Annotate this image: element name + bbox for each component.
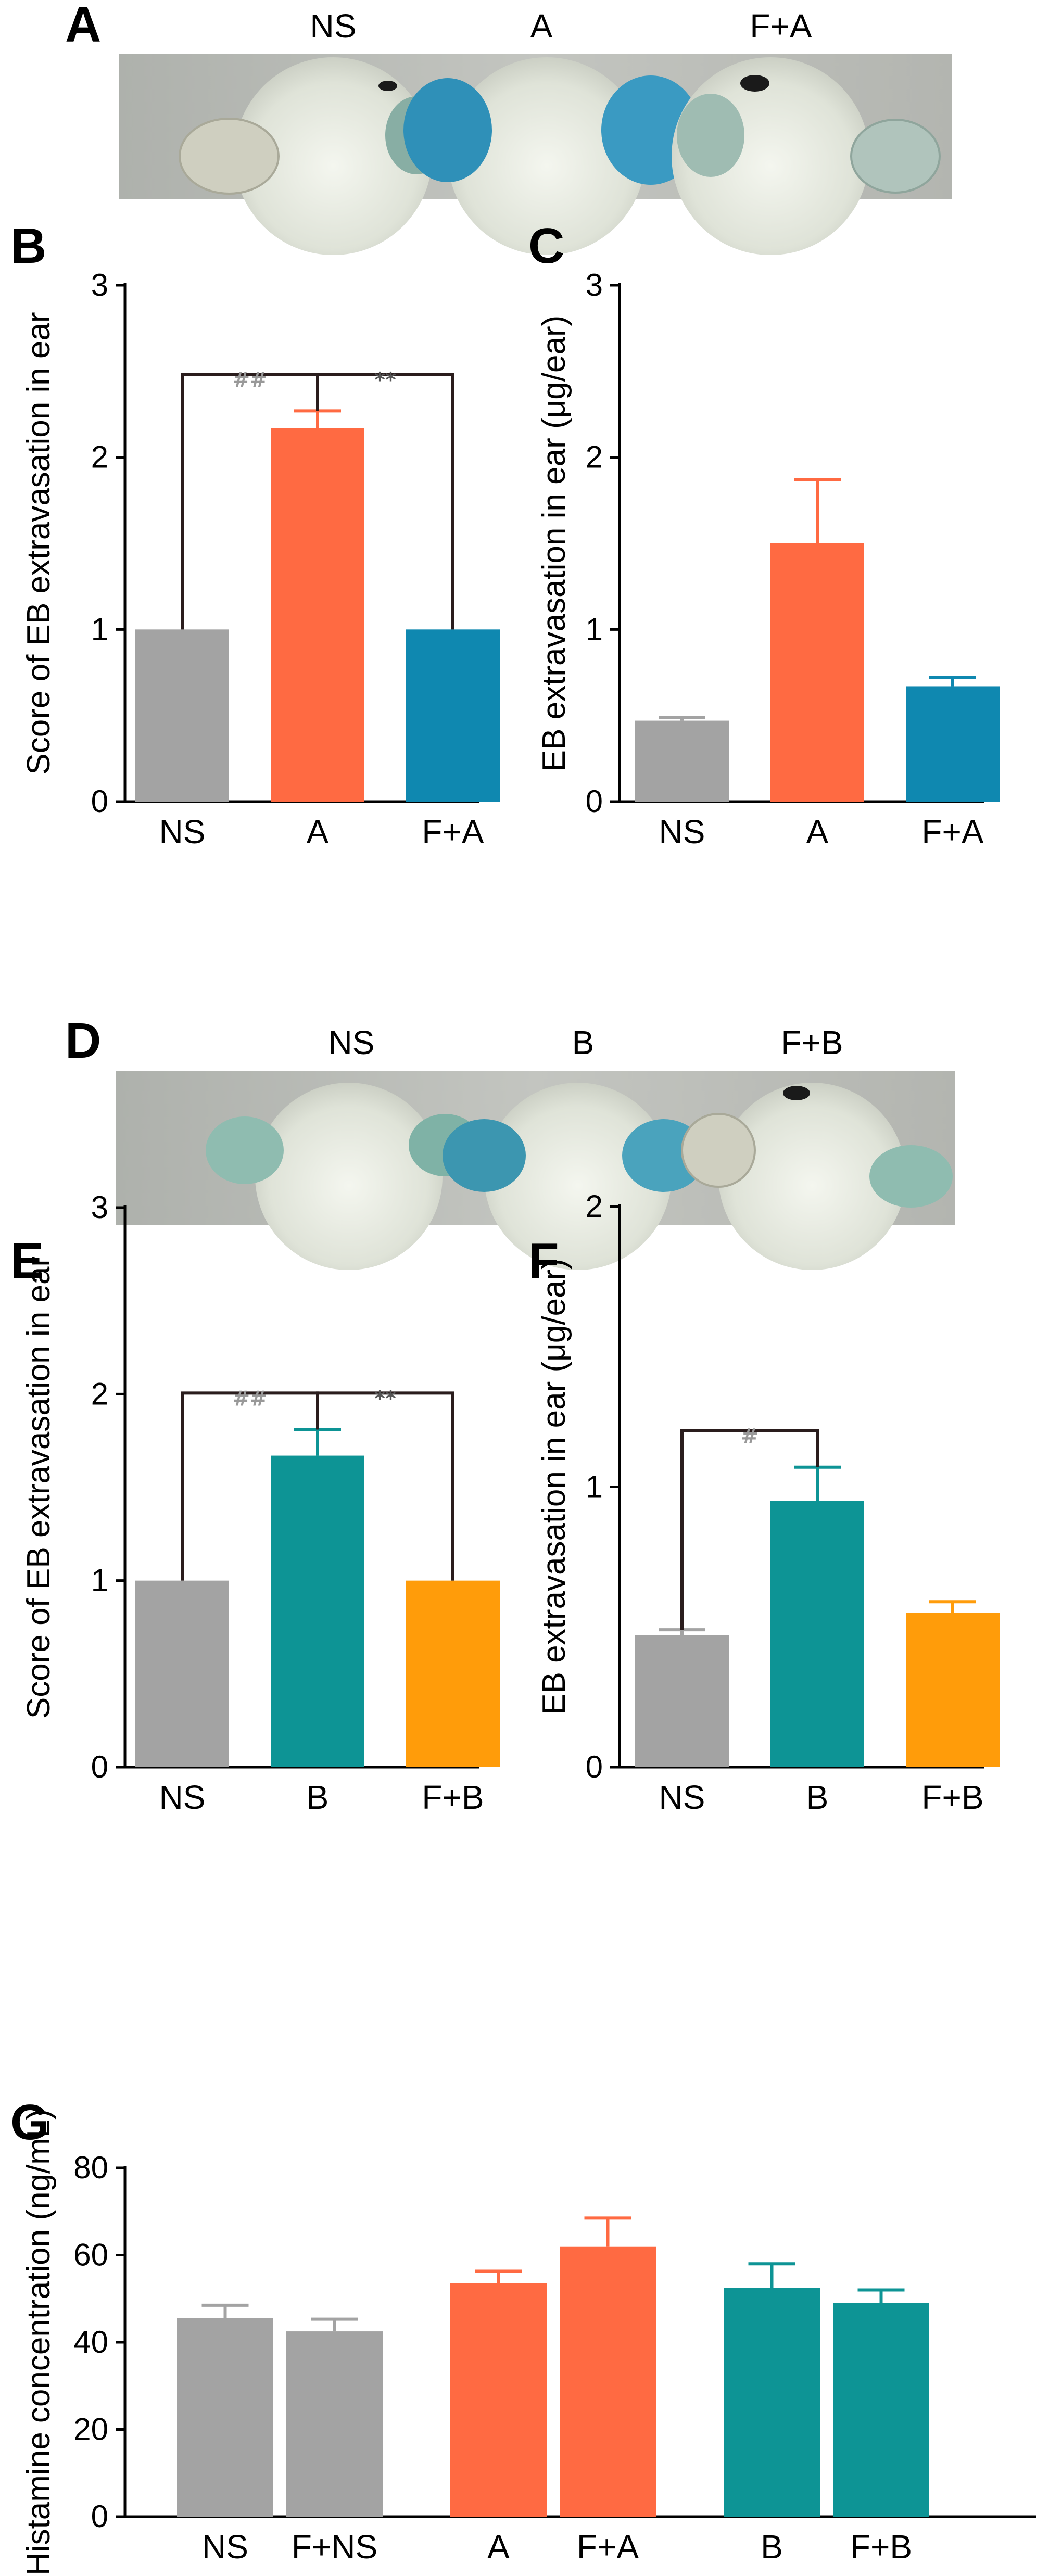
chart-g-category-label: F+A — [577, 2528, 639, 2566]
chart-f-significance-bracket — [680, 1429, 819, 1630]
chart-c-y-tick-label: 2 — [586, 440, 603, 475]
chart-f-y-tick-label: 2 — [586, 1189, 603, 1224]
chart-c-y-tick-label: 1 — [586, 612, 603, 646]
chart-b-bar-a — [271, 428, 364, 802]
chart-f-y-tick-label: 0 — [586, 1749, 603, 1784]
chart-f: 0 1 2 EB extravasation in ear (μg/ear) NS B F+… — [536, 1189, 1000, 1816]
panel-letter-f: F — [528, 1233, 559, 1289]
chart-e-y-tick-label: 0 — [91, 1749, 108, 1784]
chart-c-category-label: A — [806, 813, 829, 851]
panel-letter-g: G — [10, 2095, 49, 2150]
chart-b-y-tick-label: 2 — [91, 440, 108, 475]
chart-c-y-tick-label: 0 — [586, 784, 603, 819]
chart-e-bar-fplus-b — [406, 1580, 500, 1767]
chart-f-y-axis-title: EB extravasation in ear (μg/ear) — [536, 1259, 572, 1715]
panel-a: A NS A F+A — [65, 0, 952, 255]
chart-g-y-axis-title: Histamine concentration (ng/mL) — [21, 2109, 57, 2575]
chart-c-category-label: F+A — [921, 813, 983, 851]
chart-e-y-tick-label: 3 — [91, 1190, 108, 1225]
chart-g-category-label: F+NS — [292, 2528, 377, 2566]
chart-f-category-label: NS — [659, 1779, 705, 1816]
chart-g-bar-a — [450, 2283, 547, 2517]
chart-e-category-label: B — [307, 1779, 329, 1816]
photo-d — [116, 1071, 955, 1270]
chart-g-bar-fplus-b — [833, 2303, 929, 2517]
chart-e-significance-label: ## — [232, 1387, 267, 1411]
chart-g-bar-b — [724, 2288, 820, 2517]
chart-g-y-tick-label: 0 — [91, 2499, 108, 2534]
chart-e-significance-bracket — [316, 1391, 454, 1581]
chart-e: 0 1 2 3 Score of EB extravasation in ear NS B F… — [21, 1190, 500, 1816]
chart-f-bar-fplus-b — [906, 1613, 1000, 1767]
panel-letter-b: B — [10, 218, 46, 274]
chart-g-category-label: B — [761, 2528, 783, 2566]
chart-c-bar-a — [770, 543, 864, 802]
chart-f-bar-ns — [635, 1635, 729, 1767]
chart-b-y-tick-label: 1 — [91, 612, 108, 646]
chart-g-category-label: NS — [202, 2528, 248, 2566]
chart-b-bar-fplus-a — [406, 629, 500, 802]
chart-g-bar-ns — [177, 2318, 273, 2517]
panel-d: D NS B F+B — [65, 1013, 955, 1270]
photo-d-label-fb: F+B — [781, 1024, 843, 1061]
chart-g-y-tick-label: 20 — [73, 2412, 108, 2447]
chart-c-bar-fplus-a — [906, 686, 1000, 802]
chart-b-y-tick-label: 3 — [91, 268, 108, 302]
chart-e-significance-label: ** — [374, 1387, 396, 1411]
chart-b-significance-label: ** — [374, 368, 396, 392]
chart-e-y-tick-label: 1 — [91, 1563, 108, 1598]
chart-e-category-label: NS — [159, 1779, 206, 1816]
chart-f-category-label: F+B — [921, 1779, 983, 1816]
chart-c-category-label: NS — [659, 813, 705, 851]
chart-b-category-label: NS — [159, 813, 206, 851]
chart-g-y-tick-label: 40 — [73, 2325, 108, 2359]
chart-e-y-axis-title: Score of EB extravasation in ear — [21, 1256, 57, 1719]
chart-b-category-label: A — [307, 813, 329, 851]
chart-g: 0 20 40 60 80 Histamine concentration (ng/mL)… — [21, 2109, 1036, 2575]
photo-a-label-ns: NS — [310, 7, 357, 45]
photo-a — [119, 54, 952, 255]
chart-b-significance-bracket — [316, 373, 454, 630]
chart-g-y-tick-label: 80 — [73, 2150, 108, 2185]
chart-g-bar-fplus-ns — [286, 2331, 383, 2517]
photo-d-label-b: B — [572, 1024, 595, 1061]
chart-e-y-tick-label: 2 — [91, 1376, 108, 1411]
photo-d-label-ns: NS — [328, 1024, 375, 1061]
chart-b-y-axis-title: Score of EB extravasation in ear — [21, 312, 57, 775]
chart-f-category-label: B — [806, 1779, 829, 1816]
photo-a-label-a: A — [530, 7, 553, 45]
chart-c-bar-ns — [635, 720, 729, 802]
chart-c-y-tick-label: 3 — [586, 268, 603, 302]
chart-c-y-axis-title: EB extravasation in ear (μg/ear) — [536, 315, 572, 772]
chart-b: 0 1 2 3 Score of EB extravasation in ear NS A F… — [21, 268, 500, 851]
chart-f-y-tick-label: 1 — [586, 1469, 603, 1504]
chart-e-category-label: F+B — [422, 1779, 484, 1816]
chart-e-bar-ns — [135, 1580, 229, 1767]
panel-letter-d: D — [65, 1013, 101, 1069]
chart-e-bar-b — [271, 1455, 364, 1767]
chart-b-category-label: F+A — [422, 813, 484, 851]
chart-b-y-tick-label: 0 — [91, 784, 108, 819]
chart-f-significance-label: # — [741, 1425, 759, 1449]
photo-a-label-fa: F+A — [750, 7, 812, 45]
chart-f-bar-b — [770, 1501, 864, 1767]
chart-g-bar-fplus-a — [560, 2246, 656, 2517]
chart-g-category-label: F+B — [850, 2528, 912, 2566]
panel-letter-c: C — [528, 218, 564, 274]
chart-g-y-tick-label: 60 — [73, 2238, 108, 2273]
panel-letter-a: A — [65, 0, 101, 53]
chart-c: 0 1 2 3 EB extravasation in ear (μg/ear) NS A F… — [536, 268, 1000, 851]
chart-b-significance-label: ## — [232, 368, 267, 392]
chart-b-bar-ns — [135, 629, 229, 802]
chart-g-category-label: A — [487, 2528, 510, 2566]
panel-letter-e: E — [10, 1233, 44, 1289]
